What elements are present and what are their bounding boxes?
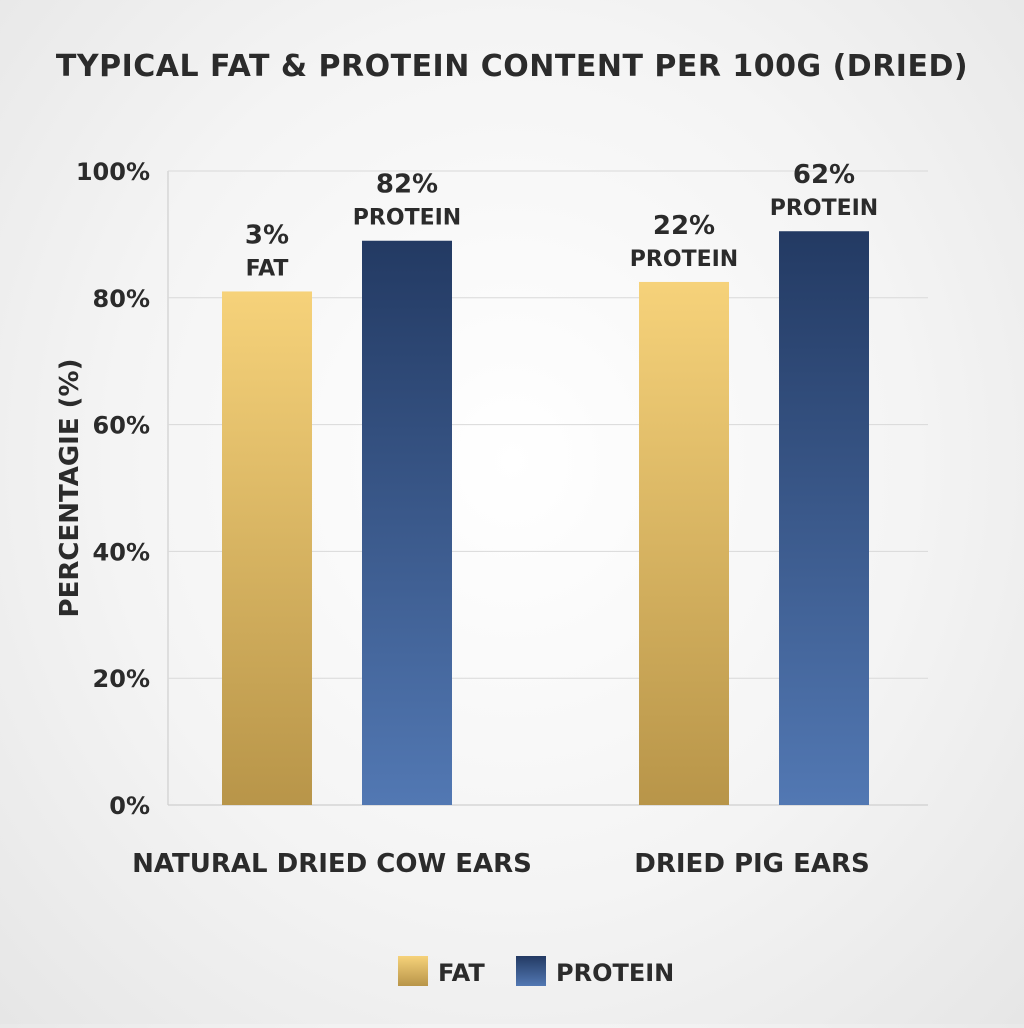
chart-title: TYPICAL FAT & PROTEIN CONTENT PER 100G (… (56, 49, 968, 84)
legend: FAT PROTEIN (398, 956, 674, 987)
bar-fat-2 (639, 281, 729, 805)
y-tick-label: 40% (93, 538, 150, 566)
y-tick-label: 100% (76, 158, 150, 186)
legend-label-protein: PROTEIN (556, 959, 674, 987)
data-label-text: FAT (246, 256, 289, 281)
legend-swatch-protein (516, 956, 546, 986)
data-label-value: 82% (376, 170, 438, 200)
legend-label-fat: FAT (438, 959, 485, 987)
y-tick-label: 60% (93, 412, 150, 440)
y-tick-label: 20% (93, 665, 150, 693)
bar-fat-1 (222, 291, 312, 806)
category-label: DRIED PIG EARS (634, 849, 869, 879)
category-label: NATURAL DRIED COW EARS (132, 849, 532, 879)
y-axis-label: PERCENTAGIE (%) (55, 359, 85, 618)
data-label-text: PROTEIN (630, 247, 738, 272)
legend-swatch-fat (398, 956, 428, 986)
data-label-value: 3% (245, 220, 289, 250)
y-axis-ticks: 0% 20% 40% 60% 80% 100% (76, 158, 150, 820)
category-labels: NATURAL DRIED COW EARS DRIED PIG EARS (132, 849, 870, 879)
data-label-text: PROTEIN (353, 206, 461, 231)
bar-protein-2 (779, 231, 869, 806)
bars (222, 231, 869, 806)
y-tick-label: 80% (93, 285, 150, 313)
bar-protein-1 (362, 240, 452, 806)
y-tick-label: 0% (109, 792, 150, 820)
data-label-value: 22% (653, 211, 715, 241)
data-label-value: 62% (793, 160, 855, 190)
data-labels: 3% FAT 82% PROTEIN 22% PROTEIN 62% PROTEIN (245, 160, 878, 281)
data-label-text: PROTEIN (770, 196, 878, 221)
